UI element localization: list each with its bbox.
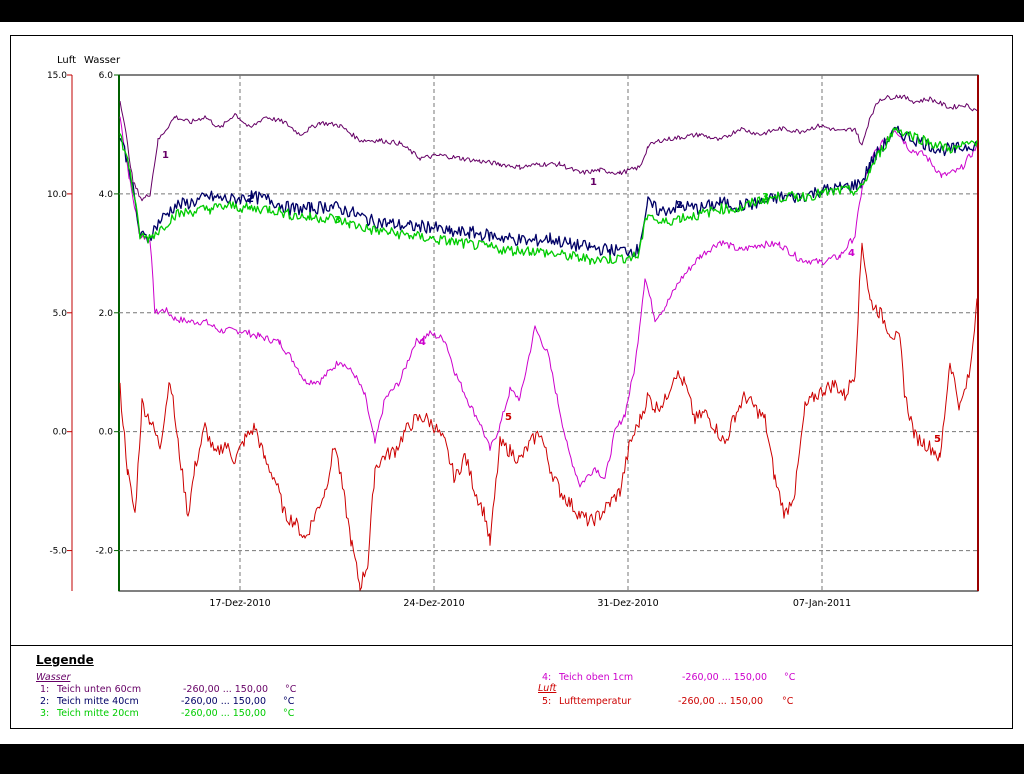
legend-group-wasser: Wasser xyxy=(36,672,71,683)
luft-tick-label: 10.0 xyxy=(47,190,67,200)
luft-tick-label: 5.0 xyxy=(53,309,68,319)
legend-group-luft: Luft xyxy=(538,683,557,694)
legend-series-name: Teich mitte 40cm xyxy=(57,696,139,707)
series-5-line xyxy=(119,242,978,591)
x-tick-label: 07-Jan-2011 xyxy=(793,598,851,609)
luft-tick-label: 0.0 xyxy=(53,428,68,438)
chart-page: Luft Wasser 6.0 4.0 2.0 0.0 -2.0 15.0 10.0 5.0 0.0… xyxy=(0,22,1024,744)
legend-row-5: 5: Lufttemperatur -260,00 ... 150,00 °C xyxy=(542,696,793,762)
wasser-tick-label: 4.0 xyxy=(99,190,114,200)
wasser-tick-label: -2.0 xyxy=(95,547,113,557)
legend-num: 3: xyxy=(40,708,50,719)
legend-unit: °C xyxy=(782,696,794,707)
legend-num: 5: xyxy=(542,696,552,707)
series-5-inline-label: 5 xyxy=(934,434,941,445)
legend-num: 4: xyxy=(542,672,552,683)
series-1-inline-label: 1 xyxy=(162,150,169,161)
luft-tick-label: 15.0 xyxy=(47,71,67,81)
legend-range: -260,00 ... 150,00 xyxy=(181,708,267,719)
legend-series-name: Lufttemperatur xyxy=(559,696,632,707)
series-4-inline-label: 4 xyxy=(848,248,855,259)
legend-title: Legende xyxy=(36,653,94,667)
chart-border xyxy=(10,35,1013,729)
legend-unit: °C xyxy=(285,684,297,695)
series-2-line xyxy=(119,125,978,258)
x-tick-label: 24-Dez-2010 xyxy=(403,598,464,609)
luft-axis-label: Luft xyxy=(57,55,76,66)
legend-row-4: 4: Teich oben 1cm -260,00 ... 150,00 °C xyxy=(542,672,795,738)
series-2-inline-label: 2 xyxy=(676,200,683,211)
series-5-inline-label: 5 xyxy=(505,412,512,423)
legend-row-3: 3: Teich mitte 20cm -260,00 ... 150,00 °… xyxy=(40,708,294,774)
legend-range: -260,00 ... 150,00 xyxy=(678,696,764,707)
series-4-line xyxy=(119,116,978,488)
legend-range: -260,00 ... 150,00 xyxy=(682,672,768,683)
legend-series-name: Teich oben 1cm xyxy=(559,672,634,683)
series-1-inline-label: 1 xyxy=(590,177,597,188)
wasser-axis-label: Wasser xyxy=(84,55,121,66)
legend-series-name: Teich mitte 20cm xyxy=(57,708,139,719)
legend-divider xyxy=(10,645,1013,646)
x-tick-label: 31-Dez-2010 xyxy=(597,598,658,609)
series-2-inline-label: 2 xyxy=(247,194,254,205)
wasser-tick-label: 0.0 xyxy=(99,428,114,438)
legend-series-name: Teich unten 60cm xyxy=(57,684,142,695)
wasser-tick-label: 2.0 xyxy=(99,309,114,319)
chart-area: Luft Wasser 6.0 4.0 2.0 0.0 -2.0 15.0 10.0 5.0 0.0… xyxy=(47,55,979,609)
series-4-inline-label: 4 xyxy=(419,337,426,348)
legend-num: 1: xyxy=(40,684,50,695)
legend-num: 2: xyxy=(40,696,50,707)
legend-row-2: 2: Teich mitte 40cm -260,00 ... 150,00 °… xyxy=(40,696,294,762)
series-3-line xyxy=(119,127,978,266)
legend-range: -260,00 ... 150,00 xyxy=(183,684,269,695)
x-tick-label: 17-Dez-2010 xyxy=(209,598,270,609)
series-1-line xyxy=(119,94,978,202)
series-3-inline-label: 3 xyxy=(334,215,341,226)
wasser-tick-label: 6.0 xyxy=(99,71,114,81)
legend-unit: °C xyxy=(283,708,295,719)
series-3-inline-label: 3 xyxy=(762,192,769,203)
legend-range: -260,00 ... 150,00 xyxy=(181,696,267,707)
legend-unit: °C xyxy=(283,696,295,707)
legend-row-1: 1: Teich unten 60cm -260,00 ... 150,00 °… xyxy=(40,684,296,750)
luft-tick-label: -5.0 xyxy=(49,547,67,557)
legend-unit: °C xyxy=(784,672,796,683)
